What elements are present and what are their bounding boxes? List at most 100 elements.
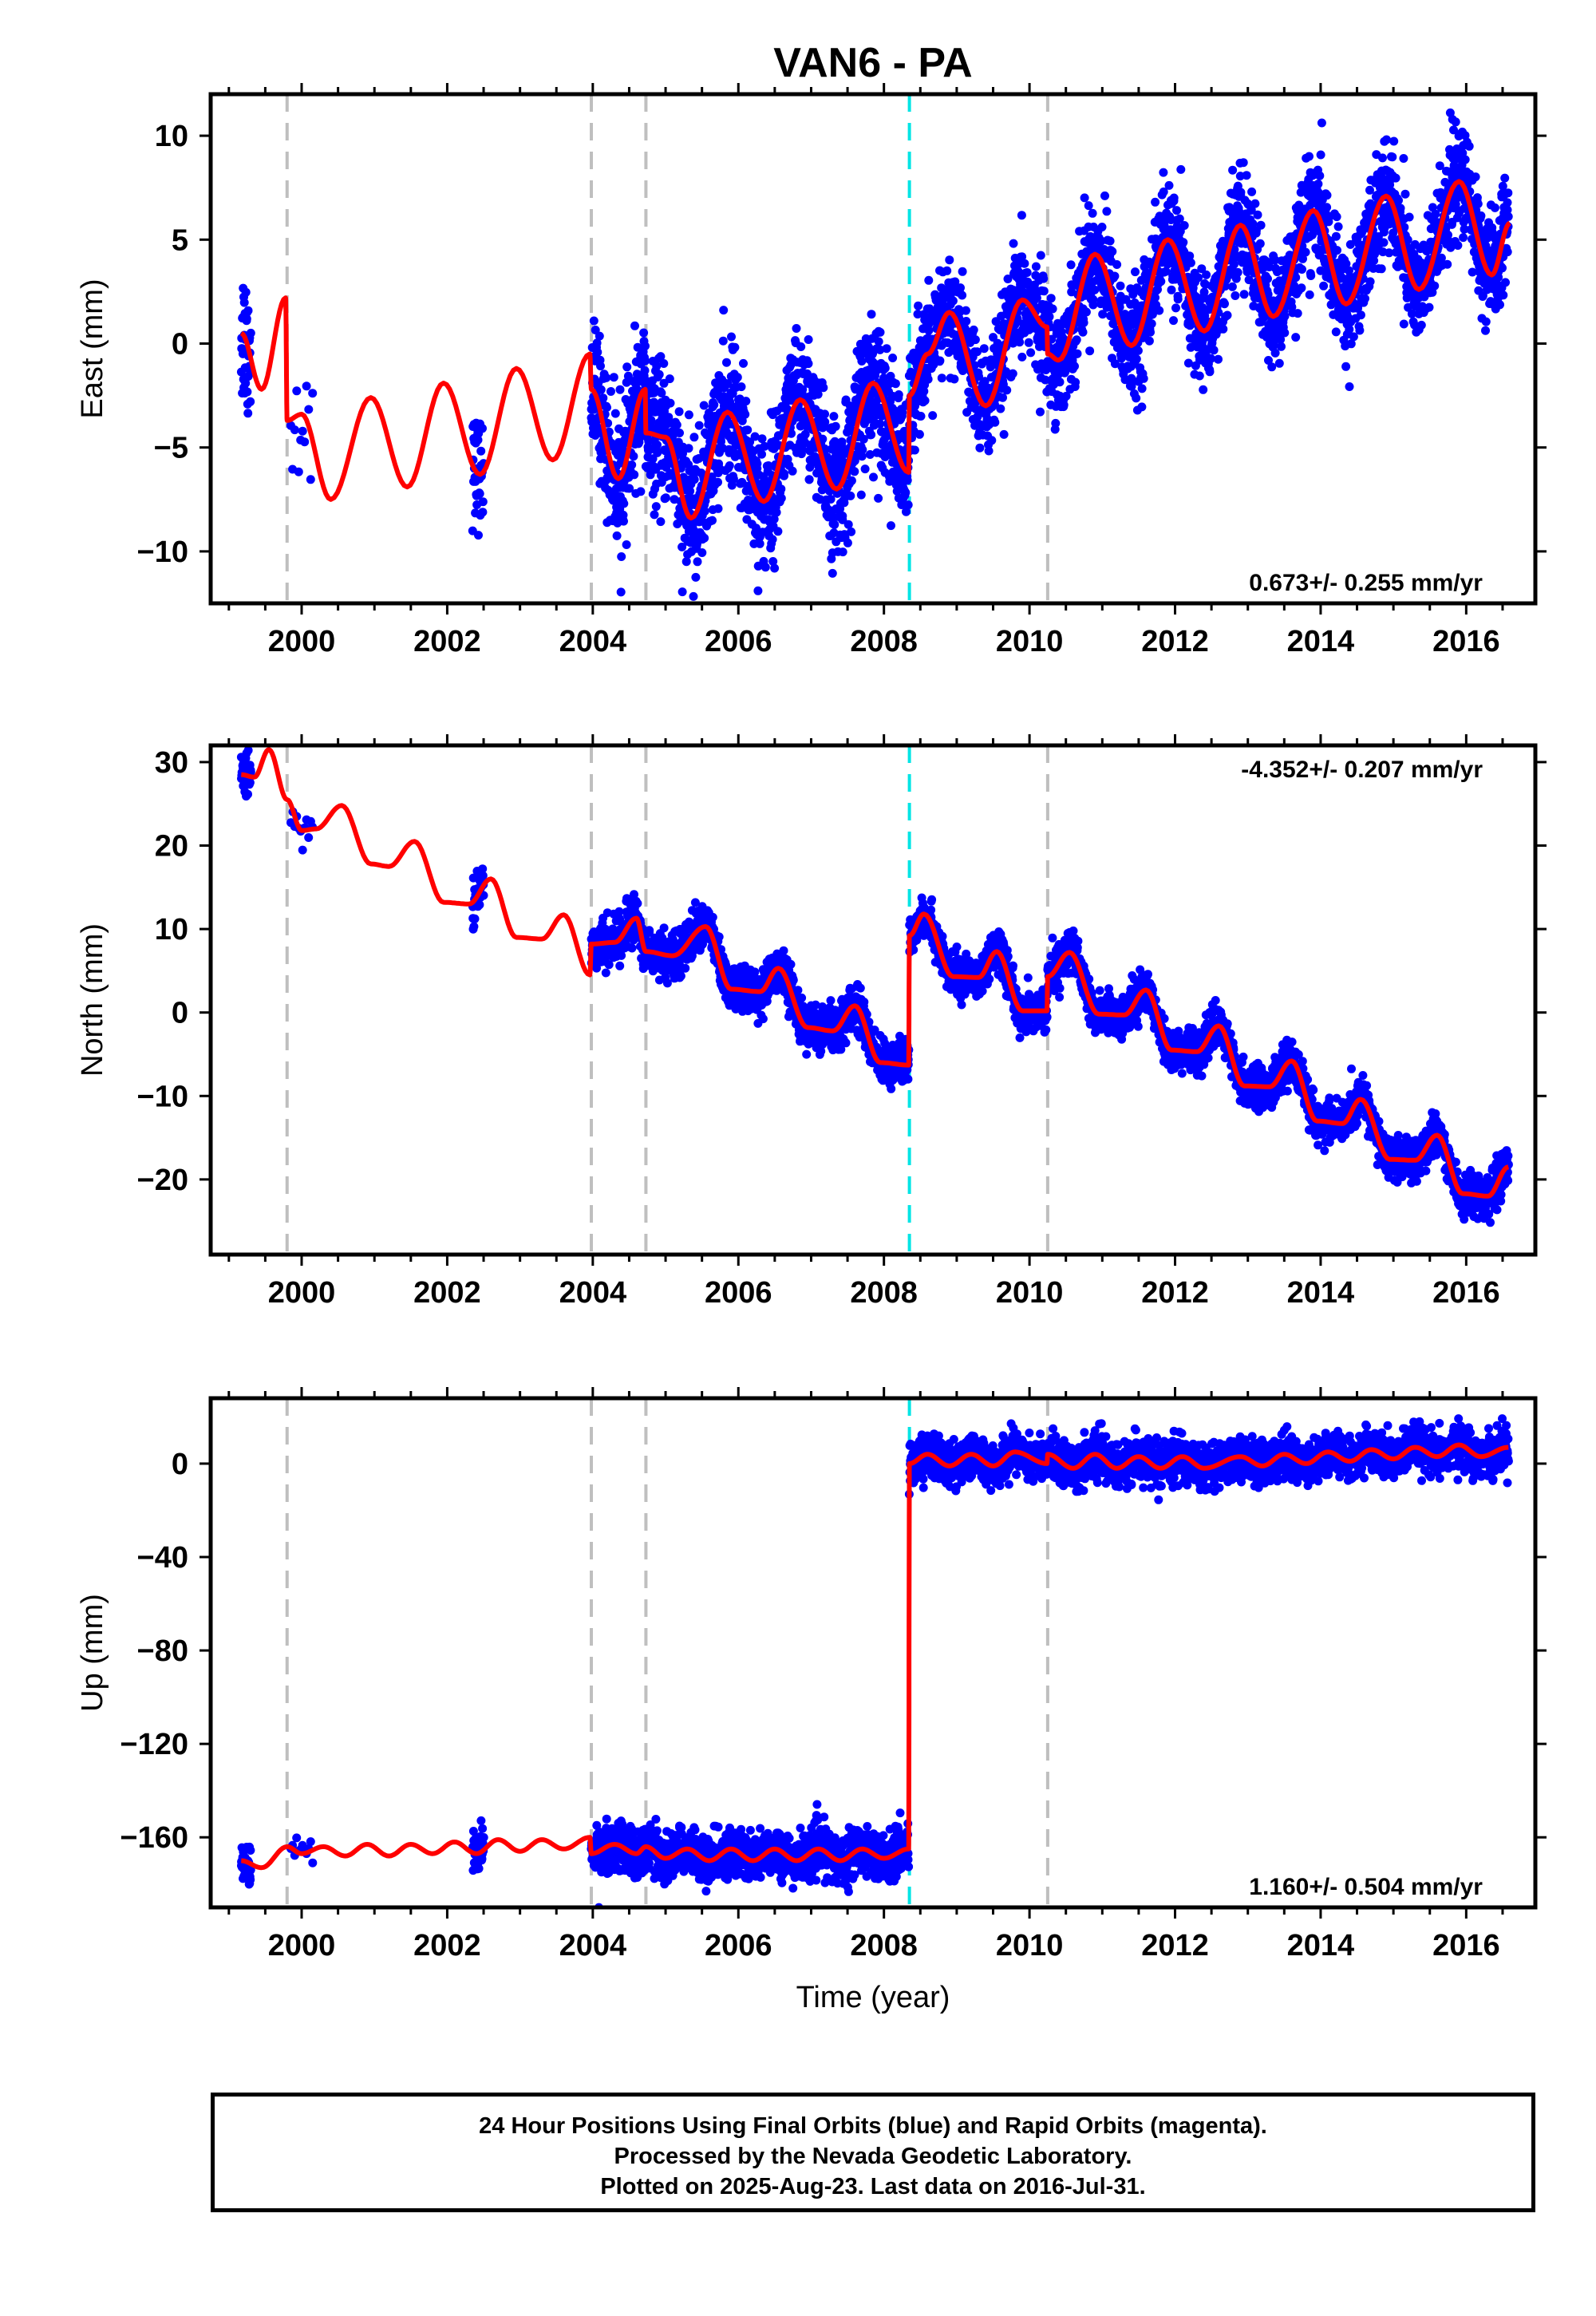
data-point bbox=[1280, 311, 1290, 321]
data-point bbox=[1008, 369, 1017, 378]
data-point bbox=[818, 434, 828, 444]
data-point bbox=[1345, 382, 1354, 391]
data-point bbox=[1046, 294, 1056, 303]
data-point bbox=[1081, 307, 1091, 317]
data-point bbox=[1146, 327, 1155, 337]
data-point bbox=[469, 922, 479, 931]
data-point bbox=[672, 420, 681, 429]
data-point bbox=[1214, 354, 1223, 364]
data-point bbox=[1377, 264, 1386, 274]
data-point bbox=[1331, 327, 1341, 337]
data-point bbox=[636, 487, 646, 496]
data-point bbox=[678, 449, 687, 458]
data-point bbox=[874, 493, 883, 503]
data-point bbox=[1443, 259, 1452, 269]
data-point bbox=[646, 416, 656, 425]
data-point bbox=[709, 400, 719, 409]
data-point bbox=[753, 586, 763, 595]
data-point bbox=[1424, 302, 1434, 312]
data-point bbox=[1228, 165, 1238, 175]
chart-title: VAN6 - PA bbox=[773, 40, 972, 86]
data-point bbox=[990, 417, 1000, 427]
data-point bbox=[805, 463, 815, 472]
data-point bbox=[1277, 342, 1286, 351]
data-point bbox=[1316, 150, 1325, 160]
data-point bbox=[1137, 384, 1147, 393]
data-point bbox=[757, 434, 767, 444]
data-point bbox=[819, 383, 828, 393]
data-point bbox=[770, 563, 780, 573]
data-point bbox=[1105, 236, 1115, 246]
data-point bbox=[678, 542, 687, 551]
data-point bbox=[750, 432, 760, 441]
data-point bbox=[1039, 274, 1049, 283]
data-point bbox=[987, 436, 997, 445]
data-point bbox=[478, 508, 488, 517]
data-point bbox=[243, 387, 252, 397]
data-point bbox=[591, 431, 600, 440]
data-point bbox=[867, 430, 876, 440]
data-point bbox=[290, 425, 299, 435]
data-point bbox=[850, 467, 859, 476]
data-point bbox=[1250, 199, 1260, 208]
data-point bbox=[1073, 349, 1082, 358]
data-point bbox=[1298, 265, 1306, 274]
data-point bbox=[752, 524, 760, 533]
data-point bbox=[1379, 238, 1389, 247]
data-point bbox=[1017, 211, 1026, 220]
data-point bbox=[958, 290, 967, 300]
data-point bbox=[1186, 258, 1195, 267]
data-point bbox=[475, 489, 484, 499]
data-point bbox=[1088, 208, 1097, 218]
data-point bbox=[245, 778, 255, 788]
data-point bbox=[602, 403, 611, 412]
data-point bbox=[640, 366, 650, 375]
data-point bbox=[627, 460, 637, 469]
y-axis-label: East (mm) bbox=[76, 279, 109, 418]
data-point bbox=[246, 328, 255, 338]
data-point bbox=[813, 389, 823, 399]
data-point bbox=[979, 344, 989, 354]
data-point bbox=[796, 342, 806, 351]
data-point bbox=[239, 298, 249, 307]
east-panel: 2000 2002 2004 2006 2008 2010 2012 2014 2016−10−… bbox=[76, 83, 1547, 658]
data-point bbox=[246, 397, 255, 406]
data-point bbox=[592, 338, 602, 348]
data-point bbox=[1404, 212, 1414, 222]
data-point bbox=[1270, 348, 1280, 358]
data-point bbox=[768, 557, 778, 566]
data-point bbox=[1495, 300, 1504, 310]
data-point bbox=[838, 512, 847, 520]
data-point bbox=[656, 517, 666, 527]
data-point bbox=[961, 306, 970, 315]
data-point bbox=[609, 373, 618, 382]
data-point bbox=[630, 470, 639, 480]
data-point bbox=[788, 466, 797, 476]
data-point bbox=[719, 306, 729, 315]
data-point bbox=[1317, 118, 1326, 128]
data-point bbox=[846, 491, 855, 500]
data-point bbox=[1333, 222, 1343, 231]
data-point bbox=[1072, 335, 1081, 345]
data-point bbox=[1341, 362, 1351, 371]
data-point bbox=[1365, 185, 1374, 195]
data-point bbox=[1116, 281, 1125, 290]
data-point bbox=[1009, 239, 1018, 248]
x-tick-label: 2012 bbox=[1141, 625, 1209, 658]
data-point bbox=[243, 789, 252, 799]
data-point bbox=[1242, 171, 1251, 180]
data-point bbox=[1247, 187, 1257, 196]
x-tick-label: 2010 bbox=[996, 625, 1064, 658]
data-point bbox=[1280, 328, 1290, 338]
data-point bbox=[722, 358, 731, 367]
data-point bbox=[616, 587, 626, 597]
data-point bbox=[1500, 173, 1510, 183]
data-point bbox=[619, 499, 629, 508]
data-point bbox=[820, 409, 829, 419]
data-point bbox=[476, 446, 486, 456]
data-point bbox=[1169, 316, 1178, 326]
data-point bbox=[1356, 310, 1365, 320]
data-point bbox=[1084, 201, 1093, 211]
data-point bbox=[1361, 294, 1369, 303]
data-point bbox=[700, 533, 709, 543]
